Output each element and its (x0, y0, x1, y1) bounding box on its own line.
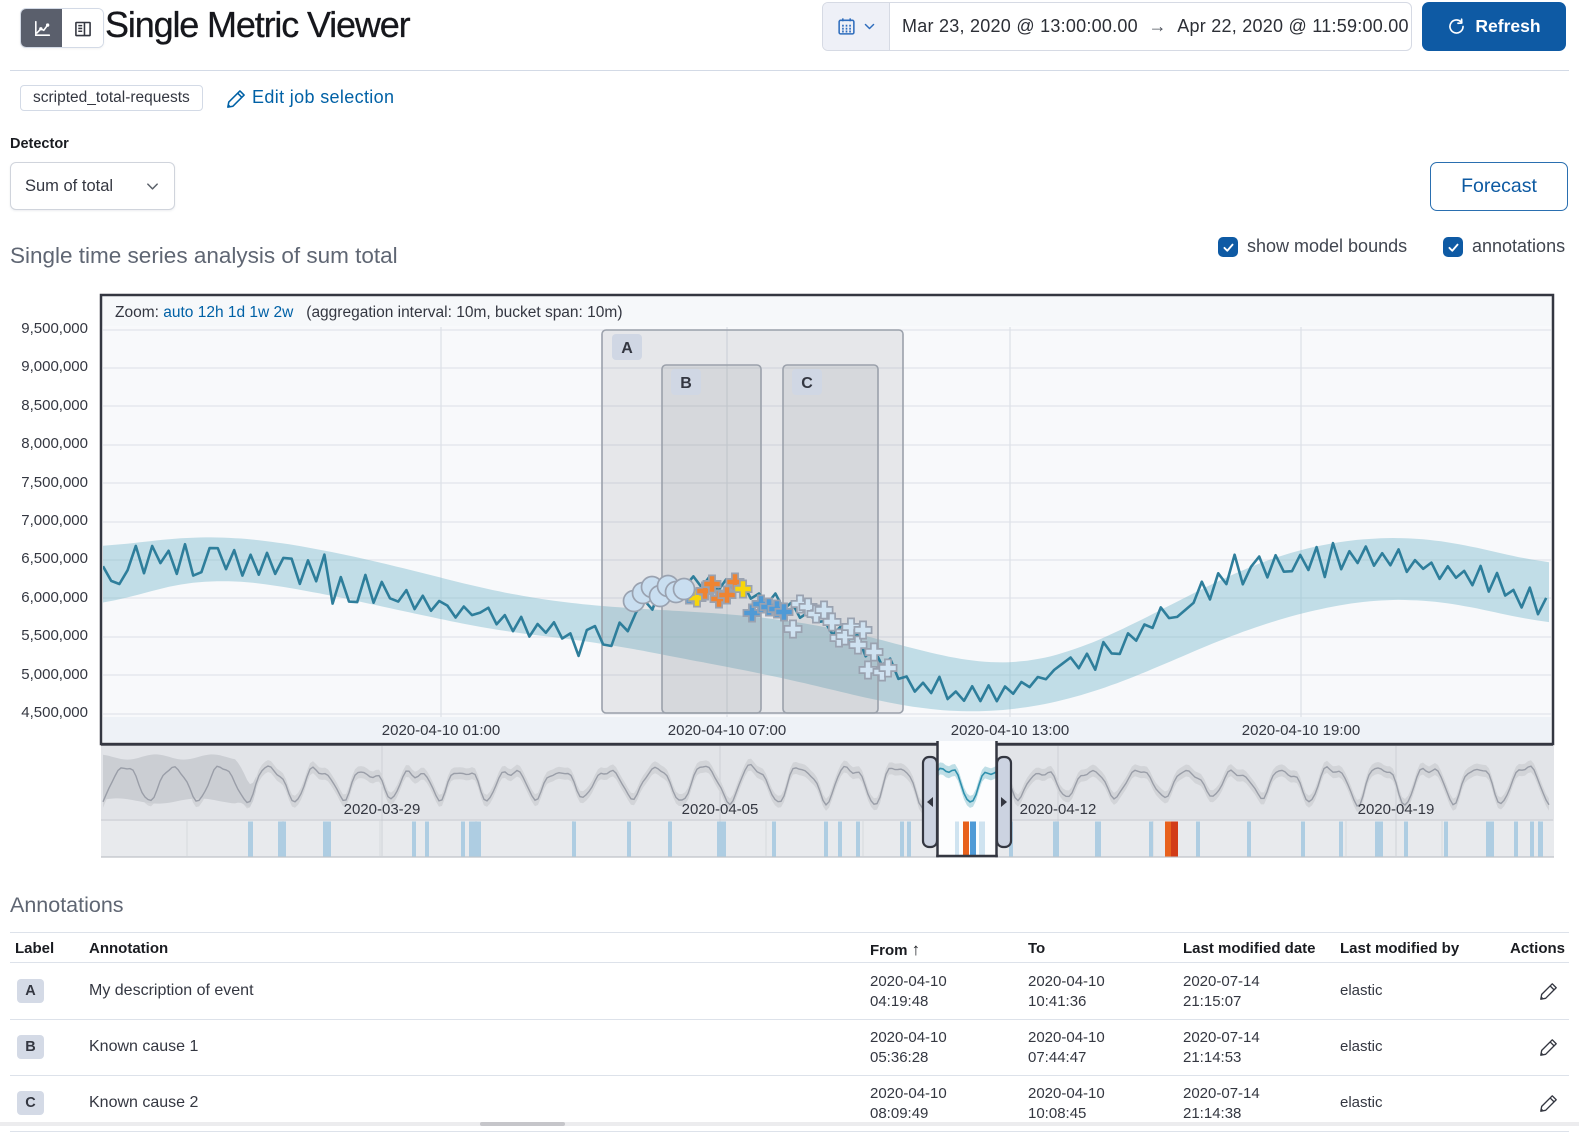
svg-text:2020-04-10 07:00: 2020-04-10 07:00 (668, 722, 786, 739)
svg-text:2020-04-12: 2020-04-12 (1020, 801, 1097, 818)
svg-text:B: B (680, 375, 692, 392)
svg-text:2020-04-10 01:00: 2020-04-10 01:00 (382, 722, 500, 739)
svg-text:2020-04-19: 2020-04-19 (1358, 801, 1435, 818)
svg-text:2020-03-29: 2020-03-29 (344, 801, 421, 818)
svg-text:Zoom: auto 12h 1d 1w 2w (agg: Zoom: auto 12h 1d 1w 2w (aggregation int… (115, 304, 622, 321)
svg-text:2020-04-05: 2020-04-05 (682, 801, 759, 818)
svg-text:C: C (801, 375, 813, 392)
svg-text:A: A (621, 340, 633, 357)
svg-text:2020-04-10 13:00: 2020-04-10 13:00 (951, 722, 1069, 739)
svg-text:2020-04-10 19:00: 2020-04-10 19:00 (1242, 722, 1360, 739)
